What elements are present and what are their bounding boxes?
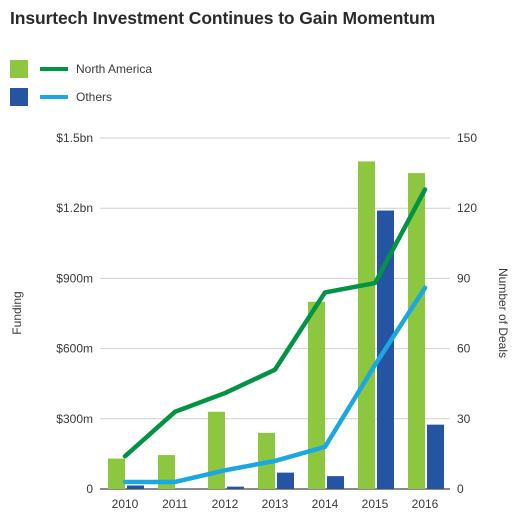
y2-axis-label: Number of Deals [496, 268, 510, 358]
legend-swatch-others-bar [10, 88, 28, 106]
bar-north-america-2015 [358, 161, 375, 489]
bar-others-2012 [227, 486, 244, 489]
x-tick-label: 2010 [112, 497, 139, 511]
legend-label-north-america: North America [76, 62, 152, 76]
bars [108, 161, 444, 490]
bar-north-america-2016 [408, 173, 425, 489]
x-tick-label: 2013 [262, 497, 289, 511]
bar-north-america-2012 [208, 411, 225, 489]
bar-others-2016 [427, 424, 444, 489]
bar-north-america-2010 [108, 458, 125, 489]
line-north-america [122, 187, 428, 459]
bar-others-2013 [277, 472, 294, 489]
chart-title: Insurtech Investment Continues to Gain M… [10, 8, 436, 28]
y2-tick-label: 30 [457, 412, 471, 426]
bar-others-2014 [327, 476, 344, 489]
y-tick-label: $1.5bn [56, 131, 93, 145]
right-axis-ticks: 0 30 60 90 120 150 [457, 131, 477, 496]
legend: North America Others [10, 60, 152, 106]
y-tick-label: $600m [56, 342, 93, 356]
x-tick-label: 2012 [212, 497, 239, 511]
legend-swatch-na-bar [10, 60, 28, 78]
y2-tick-label: 60 [457, 342, 471, 356]
bar-north-america-2014 [308, 301, 325, 489]
line-others [122, 285, 428, 485]
x-axis-ticks: 2010 2011 2012 2013 2014 2015 2016 [112, 497, 439, 511]
lines [122, 187, 428, 485]
x-tick-label: 2011 [162, 497, 188, 511]
y2-tick-label: 120 [457, 201, 477, 215]
x-tick-label: 2014 [312, 497, 339, 511]
y-tick-label: $300m [56, 412, 93, 426]
y2-tick-label: 150 [457, 131, 477, 145]
y-tick-label: 0 [86, 482, 93, 496]
y2-tick-label: 90 [457, 271, 471, 285]
x-tick-label: 2015 [362, 497, 389, 511]
y-tick-label: $1.2bn [56, 201, 93, 215]
legend-label-others: Others [76, 90, 112, 104]
left-axis-ticks: 0 $300m $600m $900m $1.2bn $1.5bn [56, 131, 93, 496]
x-tick-label: 2016 [412, 497, 439, 511]
y-tick-label: $900m [56, 271, 93, 285]
y-axis-label: Funding [10, 291, 24, 334]
bar-others-2010 [127, 485, 144, 489]
y2-tick-label: 0 [457, 482, 464, 496]
